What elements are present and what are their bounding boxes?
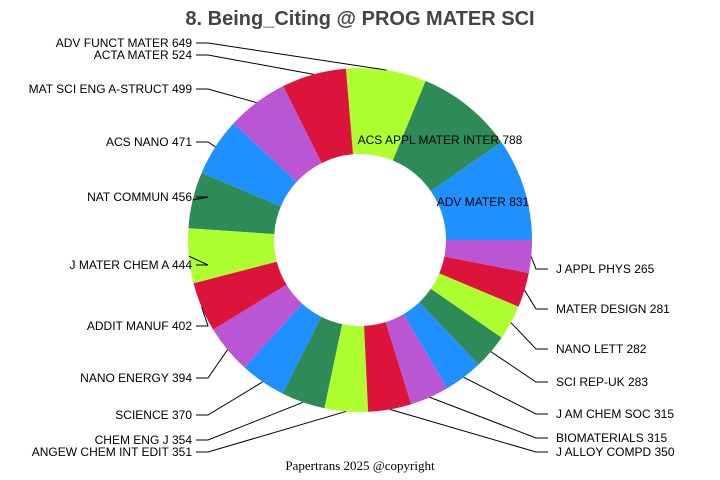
slice-label: SCI REP-UK 283: [556, 375, 648, 389]
slice-j-appl-phys: [444, 240, 532, 274]
slice-acta-mater: [283, 68, 353, 164]
slice-label: ANGEW CHEM INT EDIT 351: [32, 445, 193, 459]
slice-mater-design: [439, 256, 529, 307]
leader-line: [510, 322, 548, 350]
slice-label: J ALLOY COMPD 350: [556, 445, 675, 459]
slice-angew-chem-int-edit: [324, 324, 369, 413]
leader-line: [196, 88, 257, 104]
leader-line: [429, 396, 548, 439]
leader-line: [188, 255, 209, 266]
leader-line: [196, 141, 216, 148]
leader-line: [196, 410, 347, 453]
slice-biomaterials: [385, 314, 448, 405]
leader-line: [490, 351, 548, 383]
slice-label: CHEM ENG J 354: [95, 433, 193, 447]
leader-line: [196, 381, 263, 416]
chart-title: 8. Being_Citing @ PROG MATER SCI: [185, 8, 534, 30]
slice-acs-nano: [201, 123, 297, 207]
leader-line: [196, 401, 304, 441]
slice-label: ADV MATER 831: [437, 195, 530, 209]
slice-adv-mater: [430, 142, 532, 240]
slice-label: NANO ENERGY 394: [80, 371, 192, 385]
slice-label: ACTA MATER 524: [94, 48, 193, 62]
slice-adv-funct-mater: [345, 68, 426, 161]
slice-science: [244, 303, 322, 394]
slice-mat-sci-eng-a-struct: [233, 86, 322, 182]
slice-label: MATER DESIGN 281: [556, 302, 670, 316]
slice-j-am-chem-soc: [403, 302, 479, 389]
slice-nano-lett: [430, 273, 519, 338]
slice-nano-energy: [213, 284, 303, 368]
slice-addit-manuf: [193, 261, 287, 330]
leader-line: [196, 54, 314, 75]
copyright-footer: Papertrans 2025 @copyright: [285, 458, 435, 473]
slice-j-mater-chem-a: [188, 228, 277, 284]
leader-line: [196, 349, 228, 379]
leader-line: [463, 376, 548, 415]
leader-line: [524, 289, 548, 310]
leader-line: [389, 408, 548, 453]
slice-label: NAT COMMUN 456: [87, 190, 192, 204]
slice-label: SCIENCE 370: [115, 408, 192, 422]
leader-line: [196, 42, 387, 71]
slice-label: ADDIT MANUF 402: [87, 319, 192, 333]
slice-acs-appl-mater-inter: [392, 80, 502, 192]
leader-line: [192, 196, 209, 201]
slice-label: MAT SCI ENG A-STRUCT 499: [29, 82, 193, 96]
slice-label: ADV FUNCT MATER 649: [56, 36, 193, 50]
slice-label: NANO LETT 282: [556, 342, 647, 356]
slice-label: ACS APPL MATER INTER 788: [358, 133, 523, 147]
slice-sci-rep-uk: [419, 288, 502, 365]
slice-chem-eng-j: [282, 316, 343, 409]
slice-label: J APPL PHYS 265: [556, 262, 655, 276]
slice-nat-commun: [188, 172, 281, 235]
leader-line: [196, 307, 209, 327]
slice-j-alloy-compd: [364, 322, 412, 412]
slice-label: J AM CHEM SOC 315: [556, 407, 674, 421]
slice-label: J MATER CHEM A 444: [70, 258, 193, 272]
leader-line: [530, 256, 548, 270]
slice-label: BIOMATERIALS 315: [556, 431, 667, 445]
slice-label: ACS NANO 471: [106, 135, 192, 149]
